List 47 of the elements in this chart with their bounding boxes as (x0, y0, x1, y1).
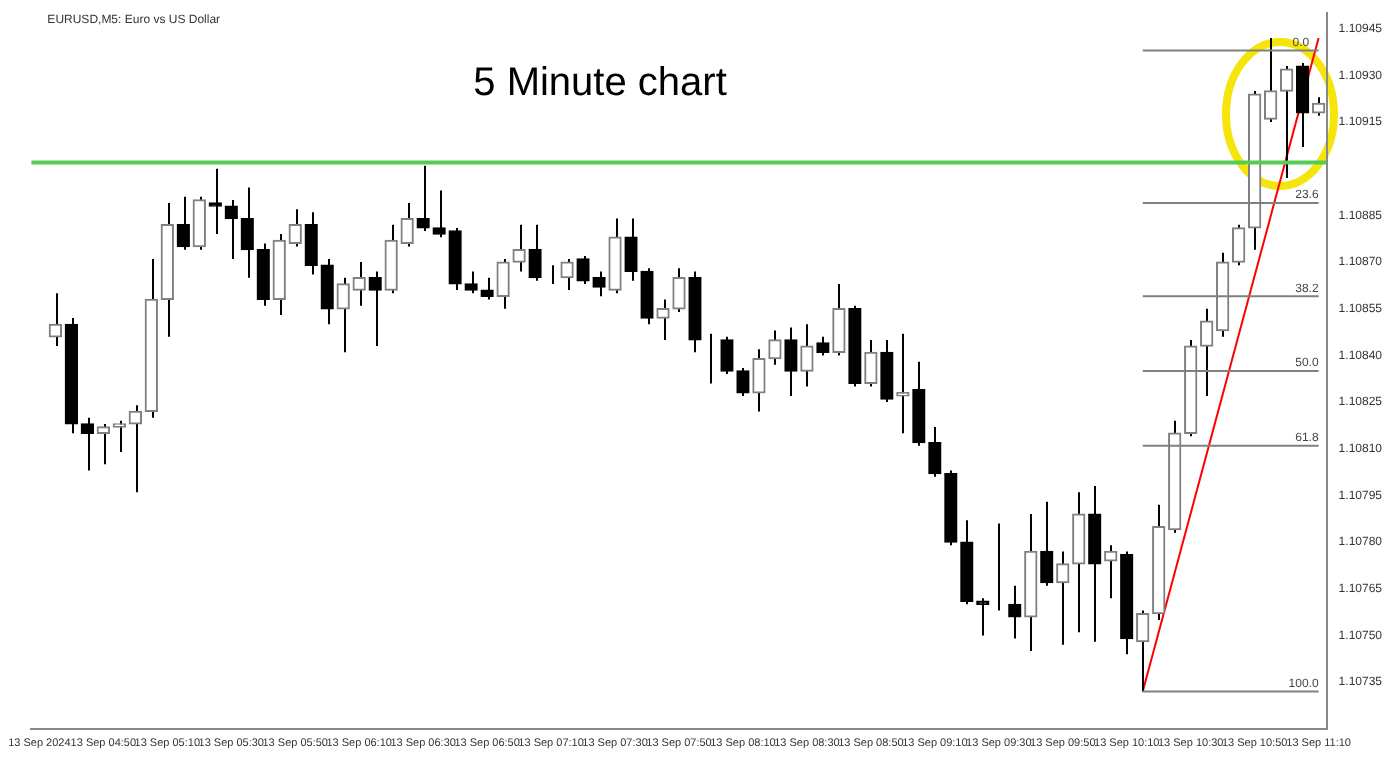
candlestick (736, 366, 750, 397)
candlestick (240, 186, 254, 279)
candlestick (784, 326, 798, 397)
candlestick (320, 257, 334, 326)
candlestick (224, 198, 238, 260)
candlestick (576, 254, 590, 285)
candlestick (512, 223, 526, 273)
candlestick (720, 335, 734, 376)
candlestick (496, 257, 510, 310)
candlestick (880, 338, 894, 404)
candlestick (640, 267, 654, 326)
candlestick (256, 242, 270, 307)
candlestick (352, 261, 366, 307)
candlestick (832, 282, 846, 357)
candlestick (432, 189, 446, 239)
candlestick (816, 335, 830, 357)
candlestick (80, 416, 94, 472)
candlestick (176, 195, 190, 251)
candlestick (464, 270, 478, 295)
candlestick (1088, 485, 1102, 643)
candlestick (304, 211, 318, 276)
candlestick (400, 201, 414, 248)
candlestick (288, 208, 302, 248)
candlestick (480, 276, 494, 301)
candlestick (1040, 500, 1054, 587)
candlestick (592, 270, 606, 298)
candlestick (128, 404, 142, 494)
candlestick (368, 270, 382, 348)
candlestick (192, 195, 206, 251)
candlestick (768, 329, 782, 366)
text: 5 Minute chart (473, 61, 728, 106)
candlestick (624, 217, 638, 282)
candlestick (864, 338, 878, 388)
candlestick (1232, 223, 1246, 267)
candlestick (384, 223, 398, 295)
candlestick (656, 298, 670, 341)
candlestick (416, 164, 430, 232)
candlestick (800, 323, 814, 388)
candlestick (1056, 550, 1070, 646)
candlestick (928, 426, 942, 478)
candlestick (1295, 61, 1310, 148)
candlestick (1072, 491, 1086, 634)
candlestick (560, 257, 574, 292)
candlestick (336, 276, 350, 354)
candlestick (752, 348, 766, 413)
candlestick (528, 223, 542, 282)
candlestick (672, 267, 686, 313)
